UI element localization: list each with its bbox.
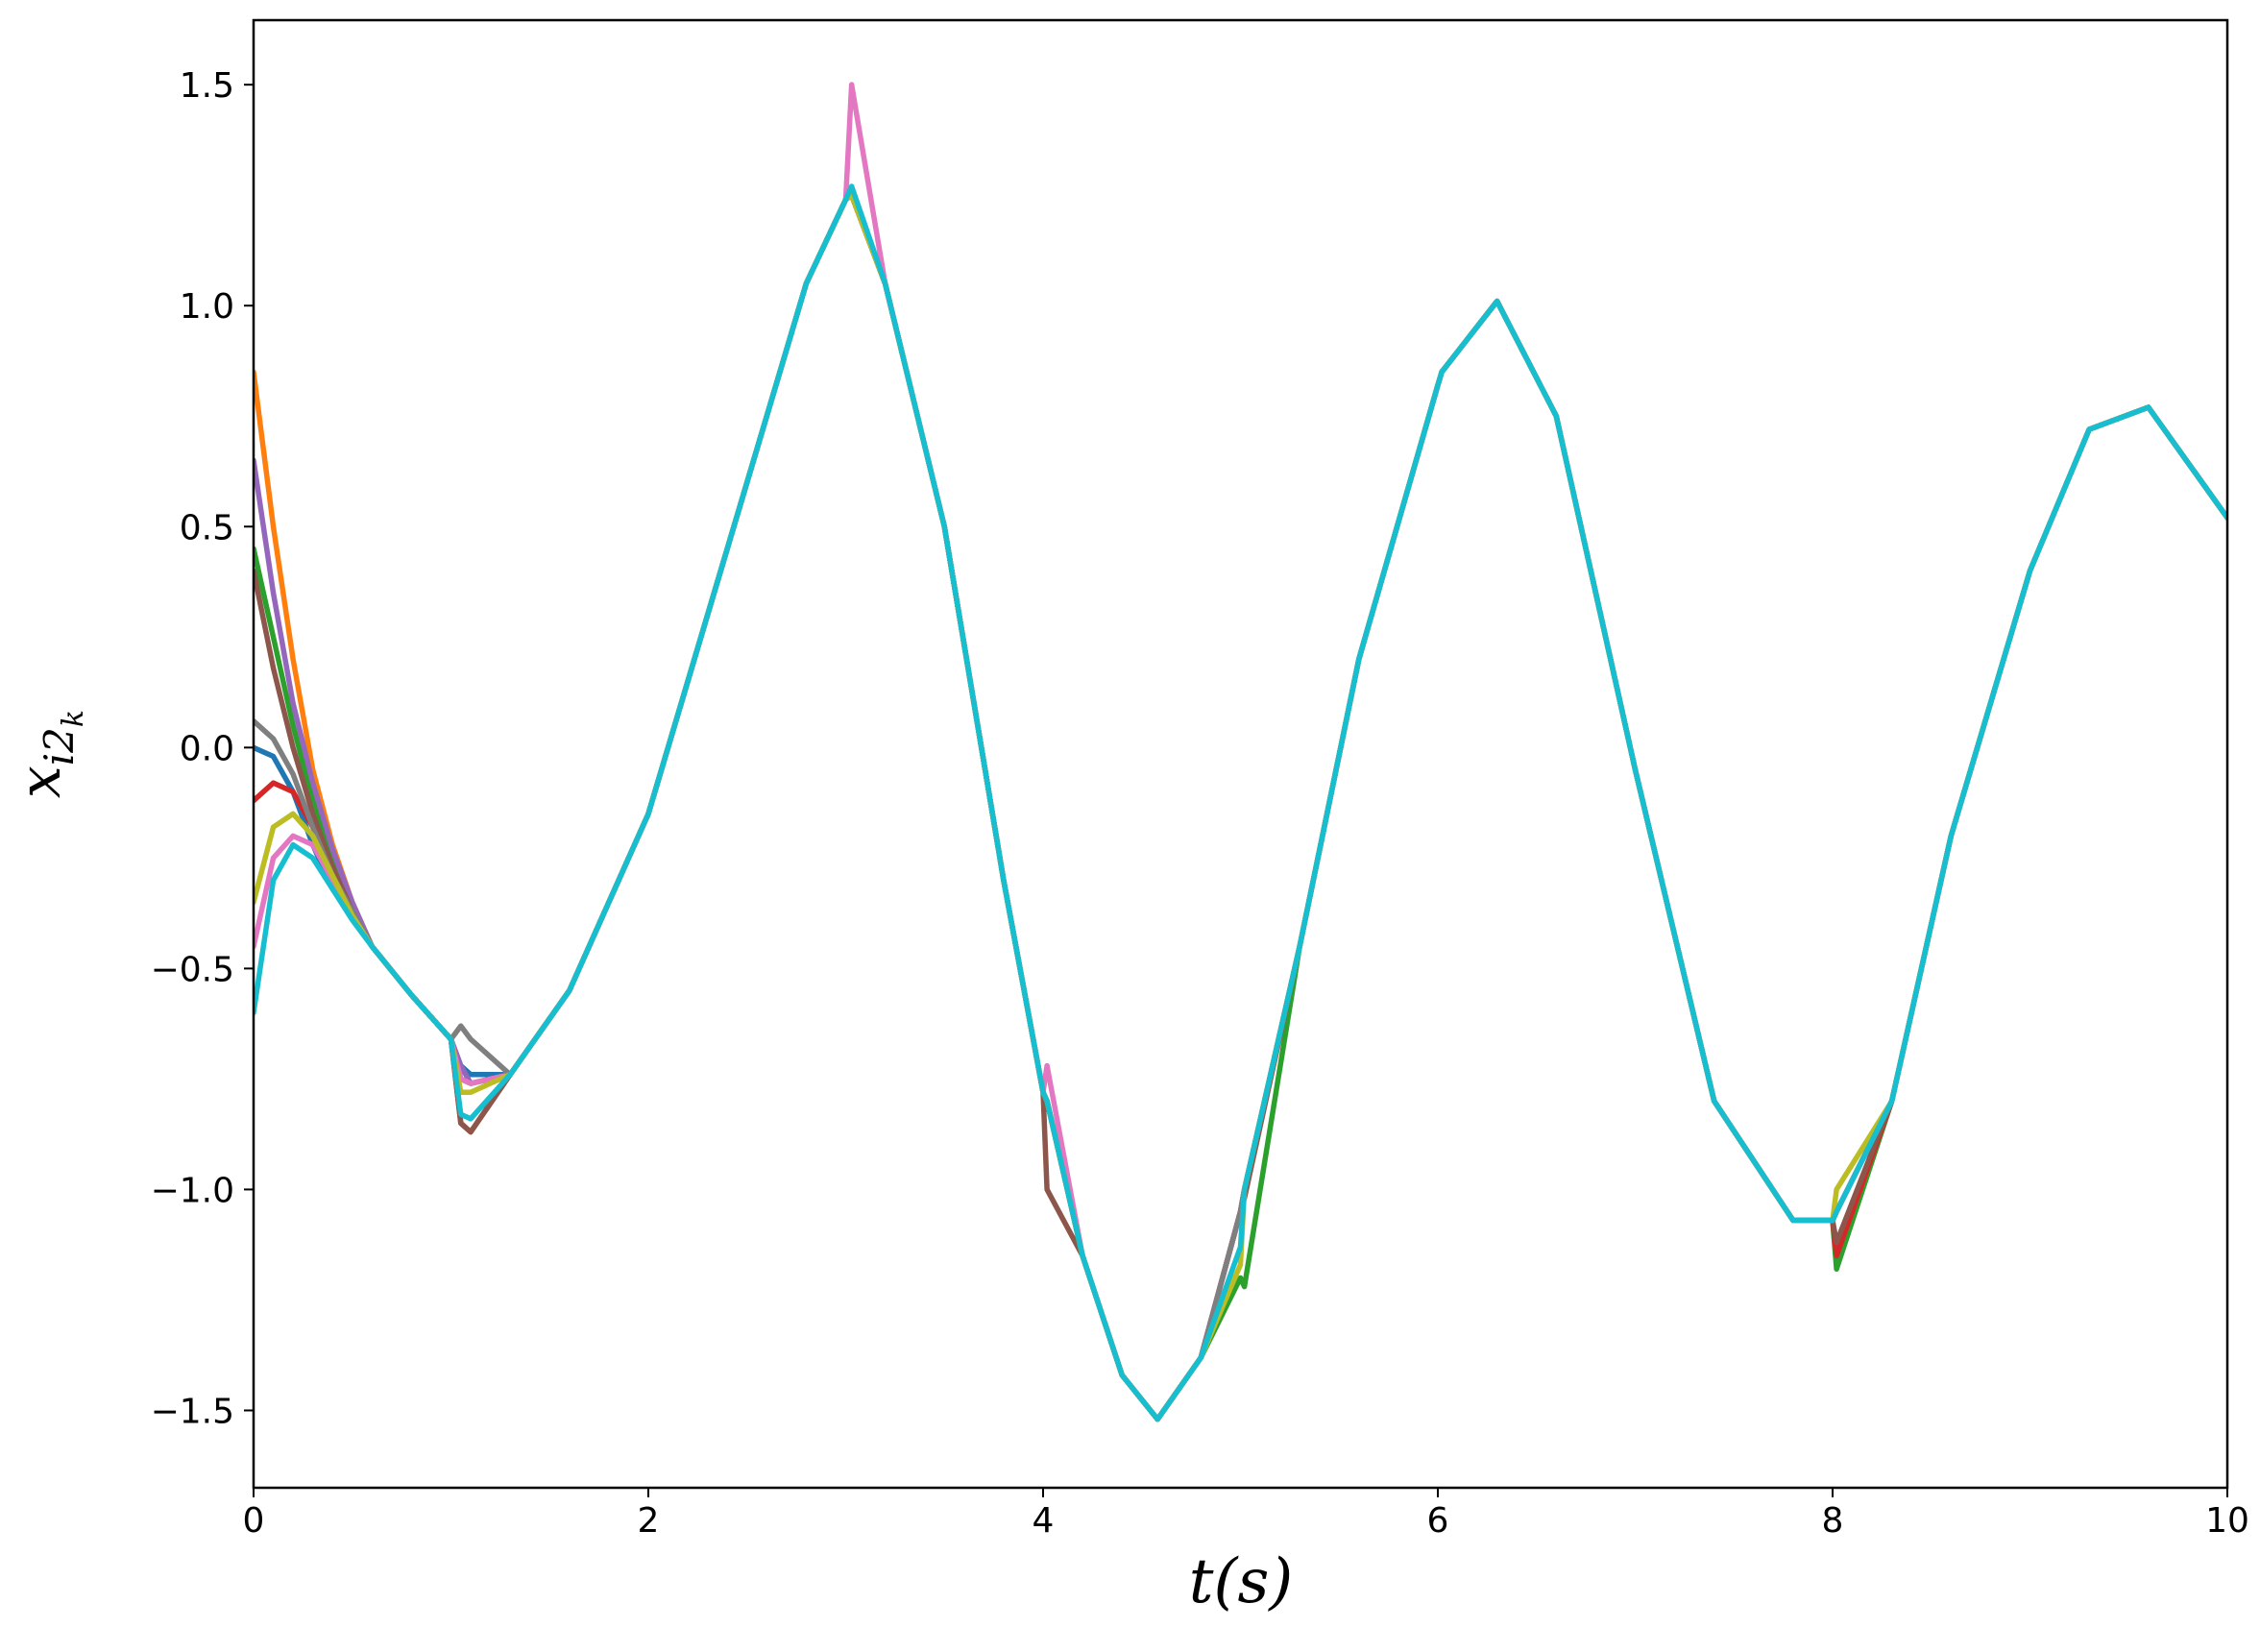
y-tick-label: 0.5 (180, 508, 234, 547)
x-tick-label: 8 (1822, 1501, 1844, 1541)
series-line (254, 183, 2227, 1422)
y-label-sub: i2 (36, 727, 83, 765)
y-tick-label: 1.0 (180, 287, 234, 327)
x-tick-label: 4 (1033, 1501, 1055, 1541)
x-tick-label: 10 (2205, 1501, 2249, 1541)
y-tick-label: 0.0 (180, 729, 234, 768)
y-tick-label: −1.0 (151, 1171, 234, 1210)
x-tick-label: 6 (1427, 1501, 1449, 1541)
y-axis-label: xi2k (7, 710, 90, 798)
y-tick-label: −0.5 (151, 950, 234, 989)
x-tick-label: 2 (638, 1501, 660, 1541)
plot-frame (252, 18, 2229, 1490)
y-tick-label: 1.5 (180, 66, 234, 106)
y-label-subsub: k (57, 710, 90, 727)
x-axis-label: t(s) (1189, 1546, 1294, 1617)
x-tick-label: 0 (243, 1501, 265, 1541)
y-tick-label: −1.5 (151, 1392, 234, 1431)
y-label-base: x (7, 765, 74, 798)
